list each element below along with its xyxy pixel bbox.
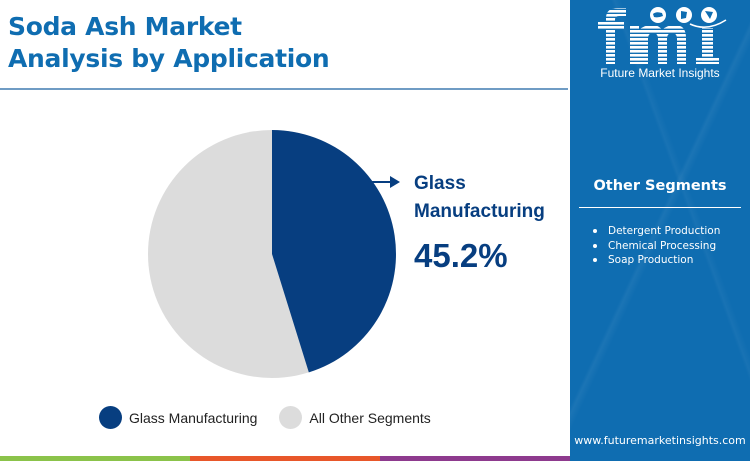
title-line-2: Analysis by Application — [8, 44, 330, 73]
title-line-1: Soda Ash Market — [8, 12, 242, 41]
other-segments-title: Other Segments — [593, 178, 727, 194]
bottom-color-strip — [0, 456, 570, 461]
pie-slice-glass-manufacturing — [272, 130, 396, 373]
segment-item: Detergent Production — [592, 224, 720, 239]
logo-caption: Future Market Insights — [600, 66, 720, 80]
other-segments-divider — [579, 207, 741, 208]
arrow-right-icon — [372, 176, 400, 188]
legend-swatch-icon — [279, 406, 303, 429]
other-segments-list: Detergent Production Chemical Processing… — [592, 224, 720, 268]
chart-legend: Glass Manufacturing All Other Segments — [99, 406, 453, 429]
strip-orange — [190, 456, 380, 461]
legend-label: Glass Manufacturing — [129, 409, 258, 426]
sidebar-panel: Future Market Insights Other Segments De… — [570, 0, 750, 461]
segment-item: Soap Production — [592, 253, 720, 268]
fmi-logo-icon — [598, 7, 727, 64]
sidebar-texture — [570, 0, 750, 461]
callout-label-line-2: Manufacturing — [414, 201, 545, 222]
segment-item: Chemical Processing — [592, 239, 720, 254]
strip-purple — [380, 456, 570, 461]
website-link[interactable]: www.futuremarketinsights.com — [574, 434, 746, 447]
legend-label: All Other Segments — [309, 409, 431, 426]
strip-green — [0, 456, 190, 461]
callout-value: 45.2% — [414, 237, 508, 274]
page-title: Soda Ash Market Analysis by Application — [8, 11, 330, 75]
callout-label: Glass Manufacturing — [414, 170, 545, 226]
callout-label-line-1: Glass — [414, 173, 466, 194]
legend-item-other-segments: All Other Segments — [279, 406, 431, 429]
legend-swatch-icon — [99, 406, 122, 429]
pie-chart — [148, 130, 396, 378]
title-divider — [0, 88, 568, 90]
legend-item-glass-manufacturing: Glass Manufacturing — [99, 406, 257, 429]
